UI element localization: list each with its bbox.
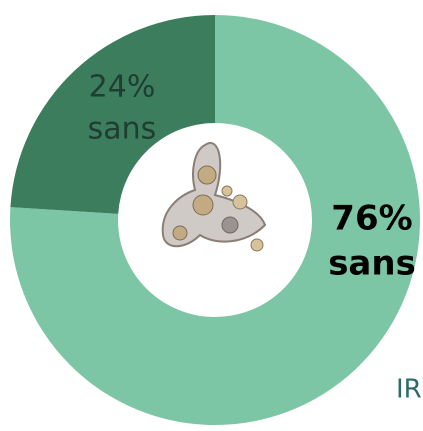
category-label: sans (328, 244, 416, 284)
category-label: sans (88, 112, 157, 147)
donut-slice (10, 15, 215, 214)
annotation: IR (396, 375, 422, 405)
value-label: 76% (331, 199, 412, 239)
value-label: 24% (89, 70, 156, 105)
labels: 76% sans 24% sans (88, 70, 416, 284)
slices (10, 15, 420, 425)
soybean-icon (161, 142, 267, 252)
donut-slice (10, 15, 420, 425)
